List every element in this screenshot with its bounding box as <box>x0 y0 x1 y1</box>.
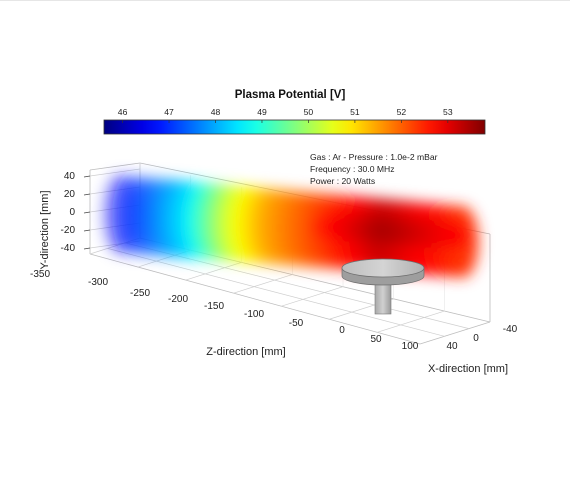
field-core-sample <box>441 221 470 250</box>
z-tick-label: -200 <box>168 294 188 305</box>
y-tick-label: -40 <box>61 243 76 254</box>
colorbar-tick-label: 49 <box>257 107 267 117</box>
z-tick-label: -350 <box>30 269 50 280</box>
run-parameters: Gas : Ar - Pressure : 1.0e-2 mBar Freque… <box>310 152 438 186</box>
annotation-frequency: Frequency : 30.0 MHz <box>310 164 395 174</box>
x-tick-label: 40 <box>446 341 458 352</box>
potential-field <box>102 174 479 278</box>
colorbar-tick-label: 46 <box>118 107 128 117</box>
y-tick-label: 40 <box>64 171 76 182</box>
z-tick-label: 0 <box>339 325 345 336</box>
y-tick-label: -20 <box>61 225 76 236</box>
colorbar-tick-label: 53 <box>443 107 453 117</box>
colorbar-tick-label: 50 <box>304 107 314 117</box>
x-tick-label: -40 <box>503 324 518 335</box>
top-border <box>0 0 570 1</box>
y-tick-label: 20 <box>64 189 76 200</box>
z-tick-label: -250 <box>130 288 150 299</box>
z-tick-label: 100 <box>402 341 419 352</box>
x-axis-ticks: 40 0 -40 <box>446 324 517 352</box>
colorbar: 46 47 48 49 50 51 52 53 <box>103 107 486 135</box>
z-axis-ticks: -350 -300 -250 -200 -150 -100 -50 0 50 100 <box>30 269 419 352</box>
y-axis-label: Y-direction [mm] <box>39 190 51 269</box>
electrode <box>341 258 425 315</box>
colorbar-tick-label: 52 <box>397 107 407 117</box>
colorbar-tick-label: 48 <box>211 107 221 117</box>
annotation-gas: Gas : Ar - Pressure : 1.0e-2 mBar <box>310 152 438 162</box>
colorbar-bar <box>103 119 486 135</box>
colorbar-tick-label: 51 <box>350 107 360 117</box>
z-tick-label: -300 <box>88 277 108 288</box>
z-tick-label: -150 <box>204 301 224 312</box>
x-axis-label: X-direction [mm] <box>428 363 508 375</box>
x-tick-label: 0 <box>473 333 479 344</box>
chart-title: Plasma Potential [V] <box>235 89 346 101</box>
annotation-power: Power : 20 Watts <box>310 176 375 186</box>
z-tick-label: -50 <box>289 318 304 329</box>
z-axis-label: Z-direction [mm] <box>206 346 285 358</box>
colorbar-ticks: 46 47 48 49 50 51 52 53 <box>118 107 453 123</box>
colorbar-tick-label: 47 <box>164 107 174 117</box>
y-tick-label: 0 <box>69 207 75 218</box>
y-axis-ticks: 40 20 0 -20 -40 <box>61 171 91 254</box>
z-tick-label: -100 <box>244 309 264 320</box>
z-tick-label: 50 <box>370 334 382 345</box>
